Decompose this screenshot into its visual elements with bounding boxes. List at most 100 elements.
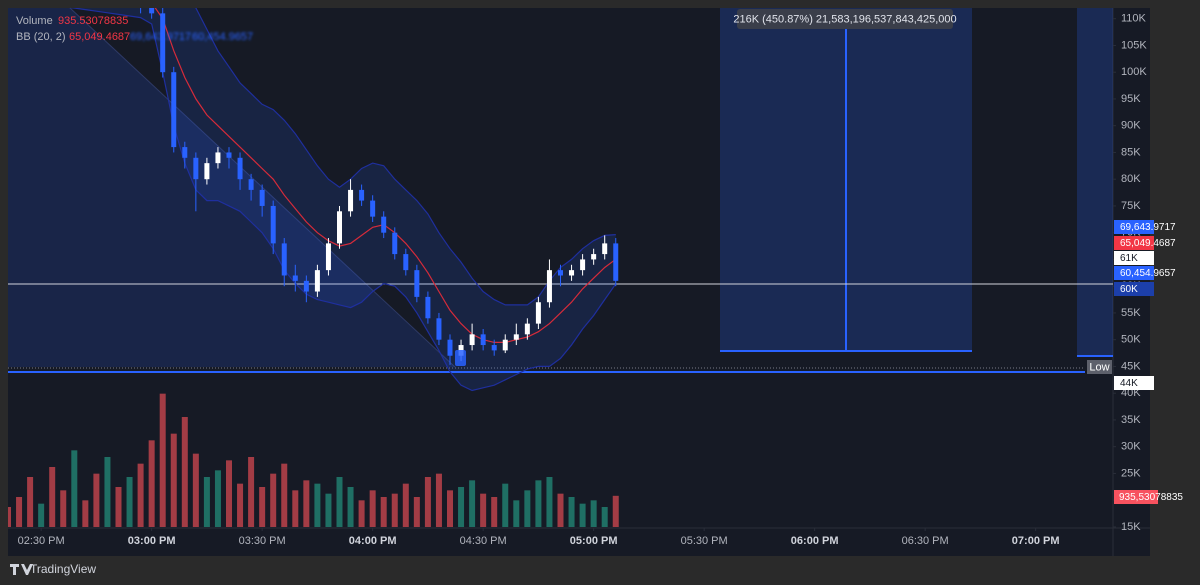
candle-body [226,152,232,158]
y-tick-label: 45K [1121,360,1141,372]
y-tick-label: 110K [1121,13,1147,25]
price-badge [1114,282,1154,296]
y-tick-label: 50K [1121,334,1141,346]
candle-body [370,200,376,217]
y-tick-label: 75K [1121,200,1141,212]
volume-bar [292,490,299,527]
y-tick-label: 25K [1121,467,1141,479]
volume-bar [612,495,619,527]
legend-value: 65,049.4687 [69,31,130,43]
y-tick-label: 100K [1121,66,1147,78]
volume-bar [513,500,520,527]
axes: 02:30 PM 03:00 PM 03:30 PM 04:00 PM 04:30 PM… [18,13,1184,547]
volume-bar [203,477,210,527]
volume-bar [148,440,155,527]
price-badge [1114,251,1154,265]
volume-bar [259,487,266,527]
volume-bar [601,507,608,527]
candle-body [491,345,497,351]
bb-fill [74,8,616,391]
brand-name: TradingView [30,562,96,576]
measure-label: 216K (450.87%) 21,583,196,537,843,425,00… [733,13,956,25]
volume-bar [248,457,255,527]
volume-bar [325,493,332,527]
candle-body [513,334,519,340]
selected-candle-marker [455,350,466,366]
volume-bar [480,493,487,527]
y-tick-label: 40K [1121,387,1141,399]
volume-bar [502,483,509,527]
volume-bar [71,450,78,527]
volume-bar [192,453,199,527]
volume-bar [314,483,321,527]
legend-name: BB (20, 2) [16,31,66,43]
volume-bar [557,493,564,527]
volume-bar [347,487,354,527]
brand-logo [10,564,33,575]
candle-body [591,254,597,260]
volume-bar [38,503,45,527]
candle-body [613,243,619,281]
low-label: Low [1089,361,1109,373]
price-badge [1114,266,1154,280]
volume-bar [214,470,221,527]
candle-body [259,189,265,206]
volume-bar [546,477,553,527]
y-tick-label: 35K [1121,414,1141,426]
price-badge [1114,220,1154,234]
candle-body [524,323,530,335]
candle-body [281,243,287,276]
x-tick-label: 05:30 PM [681,535,728,547]
volume-bar [369,490,376,527]
volume-bar [115,487,122,527]
volume-bar [391,493,398,527]
price-badge-label: 69,643.9717 [1120,222,1176,233]
x-tick-label: 03:30 PM [239,535,286,547]
bb-basis [154,8,617,343]
legend-value: 935.53078835 [58,15,128,27]
x-tick-label: 03:00 PM [128,535,176,547]
candle-body [116,0,121,3]
volume-bar [568,497,575,527]
candle-body [348,189,354,212]
volume-bar [424,477,431,527]
price-badge-label: 65,049.4687 [1120,238,1176,249]
candle-body [392,232,398,255]
volume-bar [590,500,597,527]
candle-body [580,259,586,271]
volume-bar [270,473,277,527]
volume-bar [579,503,586,527]
candle-body [138,8,144,9]
y-tick-label: 90K [1121,120,1141,132]
x-tick-label: 06:00 PM [791,535,839,547]
volume-bar [16,497,23,527]
volume-bar [49,467,56,527]
plot-area [8,0,619,527]
low-badge [1087,360,1112,374]
candle-body [558,270,563,276]
x-tick-label: 04:30 PM [460,535,507,547]
candle-body [425,296,431,319]
legend-name: Volume [16,15,53,27]
volume-bar [170,433,177,527]
price-badge-label: 60,454.9657 [1120,268,1176,279]
bb-upper [195,8,616,306]
candle-body [569,270,575,276]
candle-body [215,152,221,164]
volume-bar [303,480,310,527]
candle-body [248,179,254,190]
candle-body [447,339,453,356]
y-tick-label: 85K [1121,146,1141,158]
candle-body [414,270,420,297]
price-badge-label: 61K [1120,253,1138,264]
x-tick-label: 07:00 PM [1012,535,1060,547]
bb-lower [68,8,617,392]
volume-bar [82,500,89,527]
candle-body [171,72,177,148]
price-badge [1114,236,1154,250]
volume-bar [447,490,453,527]
candle-body [292,275,298,281]
volume-bar [237,483,244,527]
volume-bar [413,497,420,527]
